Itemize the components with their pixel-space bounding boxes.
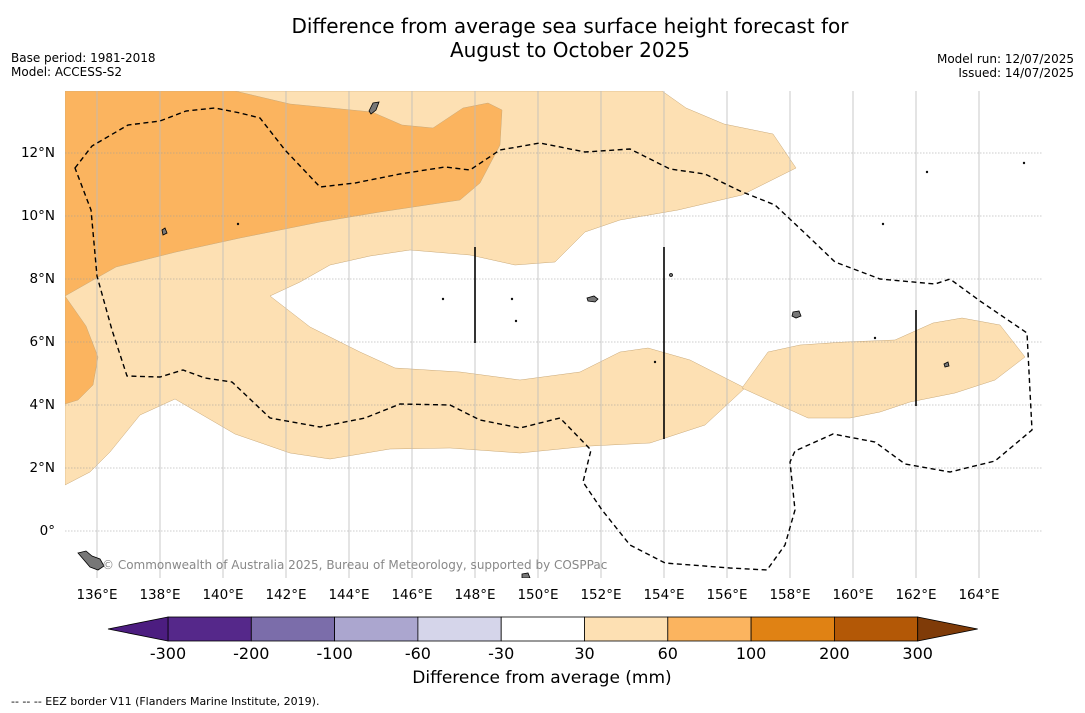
issued-date: Issued: 14/07/2025	[958, 66, 1074, 80]
graticule	[65, 152, 1043, 532]
colorbar-tick: -300	[149, 644, 187, 663]
colorbar-tick: -30	[488, 644, 515, 663]
colorbar-tick: 60	[657, 644, 678, 663]
lon-label: 150°E	[517, 587, 559, 603]
colorbar-title: Difference from average (mm)	[412, 668, 672, 688]
lon-label: 164°E	[958, 587, 1000, 603]
lat-label: 0°	[39, 523, 55, 539]
model-run-info: Model run: 12/07/2025 Issued: 14/07/2025	[937, 52, 1074, 80]
anomaly-patch-east	[741, 317, 1026, 419]
title-line-2: August to October 2025	[449, 38, 691, 62]
colorbar-tick: -60	[404, 644, 431, 663]
lon-label: 136°E	[76, 587, 118, 603]
lat-label: 10°N	[20, 208, 55, 224]
eez-border-micronesia	[74, 107, 1033, 571]
model-run-date: Model run: 12/07/2025	[936, 52, 1074, 66]
lon-label: 158°E	[769, 587, 811, 603]
lon-label: 148°E	[454, 587, 496, 603]
lon-label: 144°E	[328, 587, 370, 603]
lat-label: 4°N	[29, 397, 55, 413]
lat-label: 12°N	[20, 145, 55, 161]
anomaly-patch-60-100-west	[65, 295, 99, 405]
lat-label: 6°N	[29, 334, 55, 350]
title-line-1: Difference from average sea surface heig…	[291, 14, 849, 38]
colorbar-tick: 30	[574, 644, 595, 663]
colorbar-tick: -100	[316, 644, 353, 663]
islands	[77, 101, 1026, 578]
colorbar-tick: 200	[819, 644, 850, 663]
model-name: Model: ACCESS-S2	[11, 65, 123, 79]
colorbar-tick: 300	[902, 644, 933, 663]
boundary-lines	[474, 247, 917, 439]
base-period-info: Base period: 1981-2018 Model: ACCESS-S2	[11, 51, 156, 79]
lat-label: 2°N	[29, 460, 55, 476]
map-area	[65, 91, 1043, 578]
lon-label: 156°E	[706, 587, 748, 603]
lon-label: 138°E	[139, 587, 181, 603]
lat-label: 8°N	[29, 271, 55, 287]
lon-label: 160°E	[832, 587, 874, 603]
lon-label: 154°E	[643, 587, 685, 603]
copyright-credit: © Commonwealth of Australia 2025, Bureau…	[102, 558, 608, 572]
colorbar-tick: -200	[233, 644, 270, 663]
lon-label: 152°E	[580, 587, 622, 603]
lon-label: 146°E	[391, 587, 433, 603]
lon-label: 162°E	[895, 587, 937, 603]
lon-label: 142°E	[265, 587, 307, 603]
eez-footnote: -- -- -- EEZ border V11 (Flanders Marine…	[11, 695, 320, 708]
map-title: Difference from average sea surface heig…	[0, 14, 1085, 62]
lon-label: 140°E	[202, 587, 244, 603]
colorbar-tick: 100	[735, 644, 767, 663]
base-period: Base period: 1981-2018	[11, 51, 156, 65]
